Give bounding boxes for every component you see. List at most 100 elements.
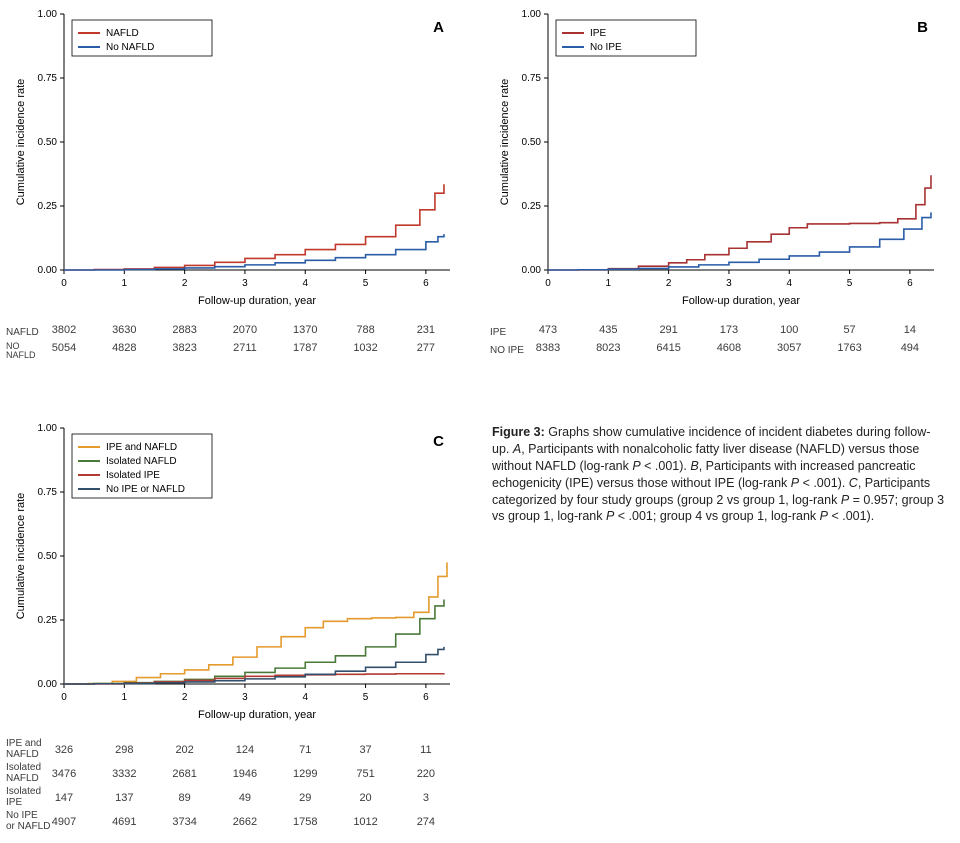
risk-cell: 57 [823,324,877,336]
x-tick-label: 6 [423,278,429,289]
x-axis-label: Follow-up duration, year [198,709,316,721]
y-tick-label: 0.00 [38,265,58,276]
risk-cell: 8383 [521,342,575,354]
y-tick-label: 0.00 [522,265,542,276]
risk-cell: 3476 [37,768,91,780]
risk-cell: 231 [399,324,453,336]
x-axis-label: Follow-up duration, year [198,295,316,307]
risk-cell: 2070 [218,324,272,336]
x-tick-label: 4 [302,278,308,289]
risk-cell: 2681 [158,768,212,780]
risk-cell: 4828 [97,342,151,354]
risk-cell: 1758 [278,816,332,828]
risk-cell: 3630 [97,324,151,336]
series-line [548,212,931,270]
x-tick-label: 3 [242,278,248,289]
chart-svg: 0.000.250.500.751.000123456Cumulative in… [490,4,950,314]
x-tick-label: 2 [666,278,672,289]
risk-cell: 124 [218,744,272,756]
risk-cell: 29 [278,792,332,804]
panel-c: 0.000.250.500.751.000123456Cumulative in… [6,418,466,728]
y-tick-label: 1.00 [38,9,58,20]
series-line [64,184,444,270]
x-tick-label: 0 [61,692,67,703]
y-axis-label: Cumulative incidence rate [499,79,511,206]
y-tick-label: 0.75 [522,73,542,84]
risk-cell: 1763 [823,342,877,354]
risk-table-c: IPE andNAFLD326298202124713711IsolatedNA… [6,738,466,834]
legend-box [556,20,696,56]
risk-cell: 751 [339,768,393,780]
risk-cell: 6415 [642,342,696,354]
caption-fignum: Figure 3: [492,425,548,439]
legend-label: No IPE [590,42,622,53]
risk-table-row: NAFLD38023630288320701370788231 [6,324,466,342]
risk-cell: 49 [218,792,272,804]
y-axis-label: Cumulative incidence rate [15,493,27,620]
panel-a: 0.000.250.500.751.000123456Cumulative in… [6,4,466,314]
caption-italic: P [841,493,849,507]
legend-label: No NAFLD [106,42,154,53]
risk-cell: 2662 [218,816,272,828]
x-tick-label: 5 [363,278,369,289]
legend-label: IPE and NAFLD [106,442,177,453]
risk-cell: 494 [883,342,937,354]
risk-table-a: NAFLD38023630288320701370788231NONAFLD50… [6,324,466,360]
x-tick-label: 3 [242,692,248,703]
y-tick-label: 0.75 [38,487,58,498]
panel-b: 0.000.250.500.751.000123456Cumulative in… [490,4,950,314]
x-tick-label: 4 [786,278,792,289]
y-axis-label: Cumulative incidence rate [15,79,27,206]
risk-cell: 71 [278,744,332,756]
x-tick-label: 2 [182,278,188,289]
x-tick-label: 2 [182,692,188,703]
y-tick-label: 1.00 [38,423,58,434]
risk-table-row: NONAFLD505448283823271117871032277 [6,342,466,360]
legend-label: Isolated NAFLD [106,456,177,467]
series-line [64,647,444,684]
risk-cell: 89 [158,792,212,804]
x-axis-label: Follow-up duration, year [682,295,800,307]
risk-cell: 147 [37,792,91,804]
risk-cell: 137 [97,792,151,804]
risk-cell: 14 [883,324,937,336]
caption-italic: P [791,476,799,490]
y-tick-label: 0.00 [38,679,58,690]
risk-table-row: NO IPE838380236415460830571763494 [490,342,950,360]
risk-cell: 173 [702,324,756,336]
chart-svg: 0.000.250.500.751.000123456Cumulative in… [6,418,466,728]
x-tick-label: 1 [122,692,128,703]
caption-italic: P [632,459,640,473]
risk-cell: 8023 [581,342,635,354]
risk-cell: 291 [642,324,696,336]
risk-cell: 202 [158,744,212,756]
risk-table-row: No IPEor NAFLD49074691373426621758101227… [6,810,466,834]
x-tick-label: 1 [122,278,128,289]
risk-cell: 1787 [278,342,332,354]
risk-cell: 3802 [37,324,91,336]
risk-table-row: IsolatedIPE147137894929203 [6,786,466,810]
legend-label: NAFLD [106,28,139,39]
panel-letter: C [433,433,444,450]
y-tick-label: 0.25 [38,615,58,626]
y-tick-label: 0.25 [38,201,58,212]
legend-label: IPE [590,28,606,39]
risk-cell: 1299 [278,768,332,780]
y-tick-label: 0.25 [522,201,542,212]
y-tick-label: 0.50 [38,551,58,562]
chart-svg: 0.000.250.500.751.000123456Cumulative in… [6,4,466,314]
risk-cell: 1032 [339,342,393,354]
x-tick-label: 0 [61,278,67,289]
risk-cell: 274 [399,816,453,828]
risk-cell: 298 [97,744,151,756]
figure-page: { "layout": { "page_width": 960, "page_h… [0,0,960,843]
risk-cell: 3332 [97,768,151,780]
x-tick-label: 5 [847,278,853,289]
y-tick-label: 0.50 [38,137,58,148]
risk-table-b: IPE4734352911731005714NO IPE838380236415… [490,324,950,360]
risk-cell: 473 [521,324,575,336]
legend-label: Isolated IPE [106,470,160,481]
series-line [64,600,444,684]
risk-table-row: IsolatedNAFLD34763332268119461299751220 [6,762,466,786]
risk-cell: 220 [399,768,453,780]
